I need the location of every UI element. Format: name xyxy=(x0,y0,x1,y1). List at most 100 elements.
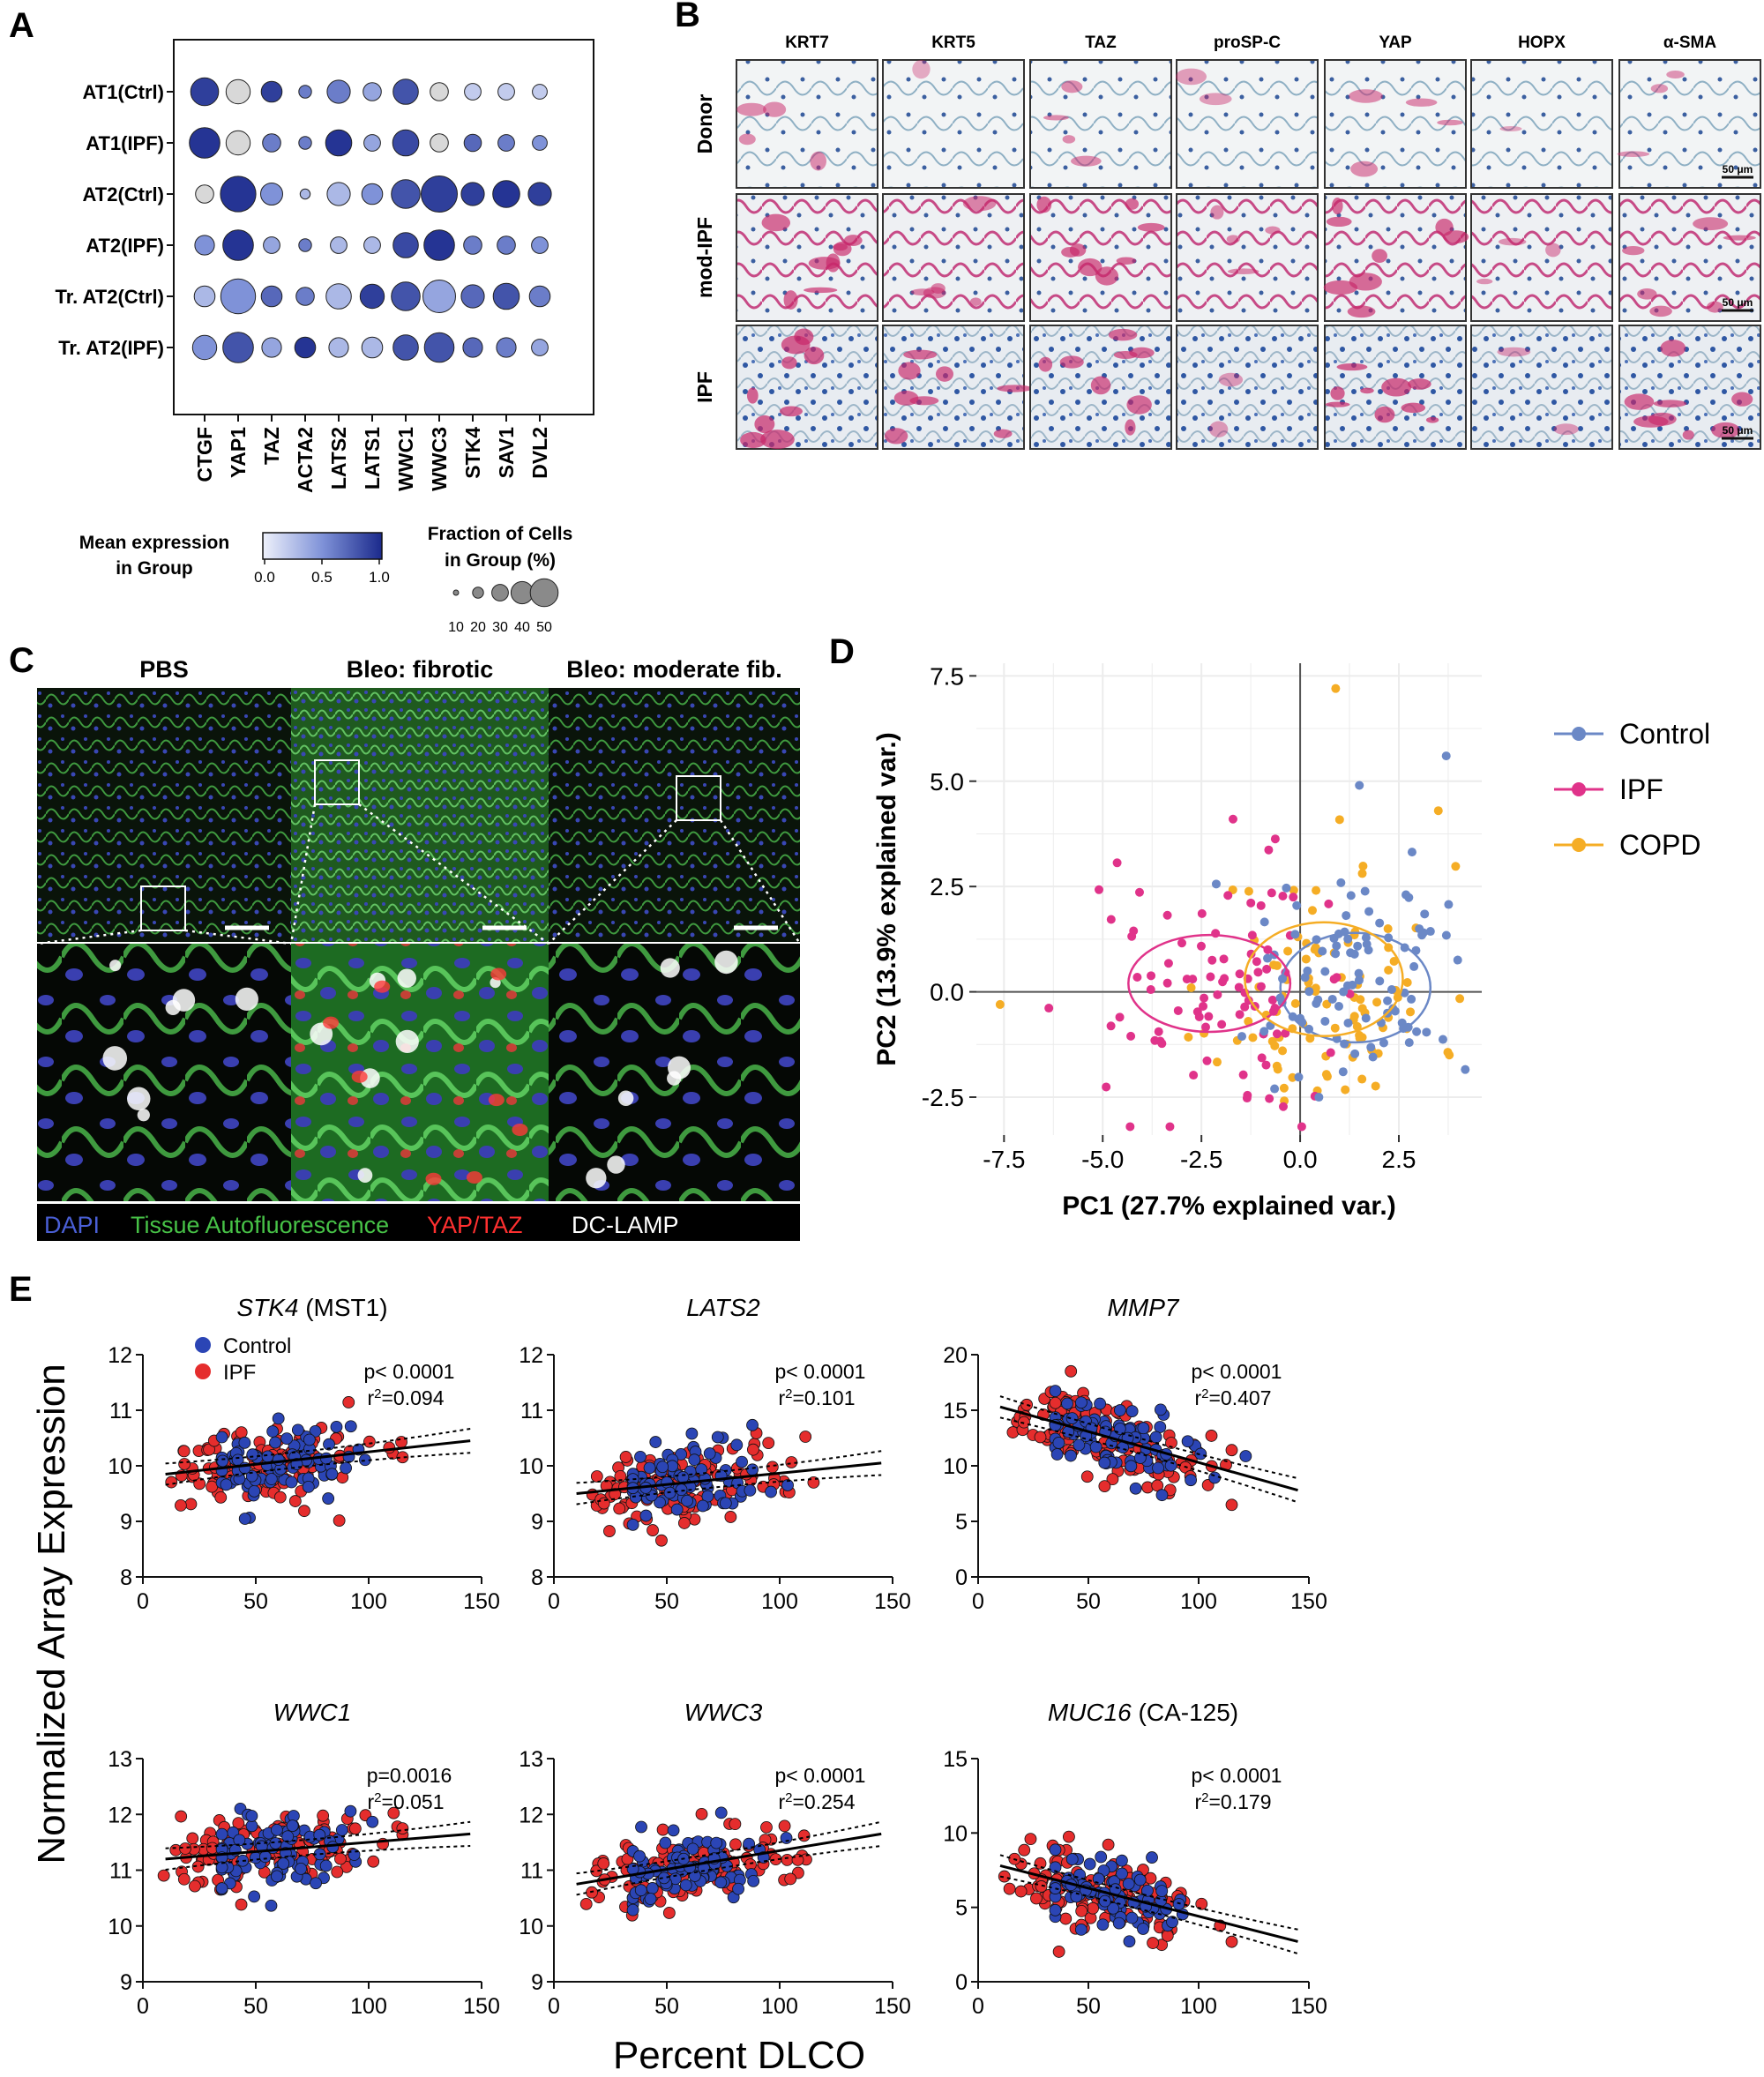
dlco-point xyxy=(633,1849,646,1863)
dlco-point xyxy=(679,1879,692,1892)
pca-point xyxy=(1200,993,1209,1003)
pca-point xyxy=(1329,975,1339,984)
dlco-point xyxy=(1185,1474,1197,1487)
pca-point xyxy=(1289,885,1298,895)
stain-blob xyxy=(1043,115,1069,121)
size-legend: 10 20 30 40 50 xyxy=(448,578,559,635)
size-legend-dot xyxy=(472,586,484,599)
x-tick-label: 150 xyxy=(463,1994,500,2019)
dc-lamp-signal xyxy=(617,1090,634,1107)
size-legend-dot xyxy=(452,589,460,596)
dlco-point xyxy=(320,1452,333,1465)
dlco-point xyxy=(1096,1918,1110,1931)
pca-point xyxy=(1267,888,1276,898)
gene-name: LATS2 xyxy=(686,1294,760,1321)
dc-lamp-signal xyxy=(235,987,258,1011)
dlco-point xyxy=(670,1503,684,1516)
pca-legend-marker xyxy=(1572,782,1586,796)
stain-blob xyxy=(1622,245,1645,256)
stain-blob xyxy=(780,406,803,417)
pca-point xyxy=(1186,982,1196,992)
dlco-point xyxy=(1098,1456,1111,1469)
dotplot-gene-label: WWC1 xyxy=(394,427,417,491)
dlco-point xyxy=(1075,1905,1088,1917)
stain-blob xyxy=(969,297,982,306)
pca-point xyxy=(1343,934,1353,944)
pca-point xyxy=(1132,973,1142,982)
dlco-point xyxy=(363,1435,376,1448)
dotplot-dot xyxy=(363,134,381,152)
dlco-point xyxy=(1141,1884,1154,1897)
dlco-point xyxy=(626,1903,639,1916)
dlco-point xyxy=(1024,1833,1037,1846)
stain-blob xyxy=(1476,278,1493,285)
pca-point xyxy=(1240,1002,1250,1012)
pca-point xyxy=(1372,997,1382,1007)
dlco-point xyxy=(248,1890,261,1903)
regression-line xyxy=(999,1864,1298,1943)
dlco-point xyxy=(746,1418,759,1431)
panel-b-label: B xyxy=(675,0,700,34)
pca-point xyxy=(1253,968,1263,977)
pca-point xyxy=(1044,1004,1054,1013)
pca-point xyxy=(1383,924,1393,934)
pca-point xyxy=(1146,985,1155,995)
y-tick-label: 12 xyxy=(519,1343,543,1368)
dlco-point xyxy=(344,1804,357,1818)
dlco-point xyxy=(1225,1935,1238,1948)
dlco-point xyxy=(214,1491,228,1504)
stain-blob xyxy=(833,243,848,251)
dlco-legend-label: IPF xyxy=(223,1361,256,1385)
stain-blob xyxy=(1437,119,1463,126)
p-value: p< 0.0001 xyxy=(1192,1360,1282,1383)
dlco-point xyxy=(719,1497,732,1510)
stain-blob xyxy=(1349,89,1383,103)
stain-blob xyxy=(761,213,791,232)
pca-point xyxy=(1387,984,1396,994)
dlco-point xyxy=(232,1817,245,1830)
x-tick-label: 0 xyxy=(972,1589,984,1614)
histology-tile xyxy=(1470,325,1613,450)
dlco-point xyxy=(1092,1872,1105,1886)
pca-ellipse xyxy=(1127,933,1292,1034)
dlco-point xyxy=(703,1447,716,1460)
colorbar-ticks: 0.0 0.5 1.0 xyxy=(254,559,390,586)
pca-point xyxy=(1134,887,1144,897)
pca-x-tick-label: -2.5 xyxy=(1180,1146,1222,1173)
stain-blob xyxy=(1408,378,1431,390)
stain-header: YAP xyxy=(1379,34,1412,52)
histology-tile xyxy=(1029,59,1172,189)
stain-blob xyxy=(1350,161,1379,177)
stain-blob xyxy=(1498,237,1527,246)
stain-blob xyxy=(1347,305,1376,318)
pca-point xyxy=(1368,1052,1378,1062)
pca-point xyxy=(1404,1038,1414,1048)
dlco-point xyxy=(688,1453,701,1467)
x-tick-label: 150 xyxy=(874,1994,911,2019)
dc-lamp-signal xyxy=(127,1087,151,1110)
pca-point xyxy=(1267,995,1277,1005)
size-legend-label: 20 xyxy=(470,620,486,635)
dlco-point xyxy=(280,1432,294,1446)
pca-point xyxy=(1106,915,1116,924)
dlco-point xyxy=(1087,1901,1099,1915)
dotplot-dot xyxy=(195,184,214,204)
dlco-point xyxy=(157,1869,170,1882)
dc-lamp-signal xyxy=(714,950,738,975)
dotplot-dot xyxy=(492,180,520,208)
x-tick-label: 100 xyxy=(1180,1589,1217,1614)
shared-y-axis-label: Normalized Array Expression xyxy=(30,1363,73,1864)
dotplot-dot xyxy=(194,235,215,256)
dlco-point xyxy=(661,1476,674,1489)
stain-blob xyxy=(1499,125,1522,131)
dotplot-dot xyxy=(298,136,312,150)
stain-blob xyxy=(1116,257,1137,265)
dlco-point xyxy=(323,1438,335,1451)
confidence-band-lower xyxy=(999,1416,1298,1504)
size-legend-title-2: in Group (%) xyxy=(445,550,556,571)
x-tick-label: 0 xyxy=(137,1589,149,1614)
x-tick-label: 50 xyxy=(243,1994,268,2019)
pca-point xyxy=(1303,966,1312,975)
pca-point xyxy=(1213,990,1222,999)
dlco-point xyxy=(613,1502,626,1515)
